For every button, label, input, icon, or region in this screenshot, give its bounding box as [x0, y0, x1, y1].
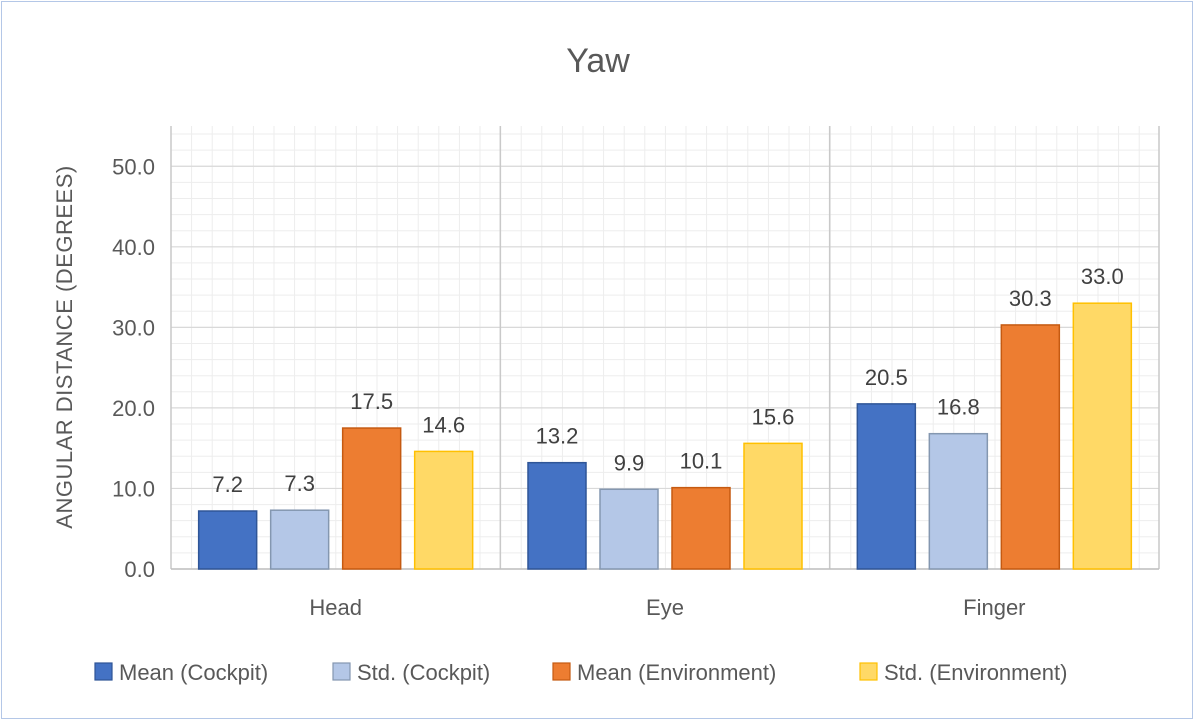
legend-label: Std. (Cockpit)	[357, 660, 490, 685]
bar	[928, 432, 989, 570]
bar	[671, 486, 731, 570]
y-tick-label: 50.0	[112, 154, 155, 179]
data-label: 7.2	[212, 472, 243, 497]
bar	[599, 488, 659, 570]
y-tick-label: 30.0	[112, 315, 155, 340]
legend-label: Mean (Environment)	[577, 660, 776, 685]
bar	[743, 442, 803, 570]
legend-swatch	[332, 662, 351, 681]
bar	[413, 450, 474, 570]
legend-swatch	[552, 662, 571, 681]
data-label: 17.5	[350, 389, 393, 414]
legend-label: Std. (Environment)	[884, 660, 1067, 685]
bar	[527, 461, 587, 570]
y-tick-label: 0.0	[124, 557, 155, 582]
bar	[341, 427, 402, 570]
data-label: 9.9	[614, 450, 645, 475]
plot-area: 0.0 10.0 20.0 30.0 40.0 50.0 7.2 7.3 17.5 14.6 Hea…	[112, 126, 1160, 620]
legend-swatch	[94, 662, 113, 681]
data-label: 7.3	[284, 471, 315, 496]
x-tick-label: Finger	[963, 595, 1025, 620]
y-tick-label: 40.0	[112, 235, 155, 260]
data-label: 30.3	[1009, 286, 1052, 311]
bar	[197, 510, 258, 570]
legend: Mean (Cockpit) Std. (Cockpit) Mean (Enviro…	[94, 660, 1067, 685]
legend-swatch	[859, 662, 878, 681]
x-tick-label: Eye	[646, 595, 684, 620]
data-label: 13.2	[536, 424, 579, 449]
bar	[269, 509, 330, 570]
y-tick-label: 20.0	[112, 396, 155, 421]
legend-label: Mean (Cockpit)	[119, 660, 268, 685]
x-tick-label: Head	[309, 595, 362, 620]
data-label: 10.1	[680, 449, 723, 474]
bar	[1072, 302, 1133, 570]
data-label: 20.5	[865, 365, 908, 390]
bar	[856, 403, 917, 570]
data-label: 16.8	[937, 395, 980, 420]
y-axis-title: ANGULAR DISTANCE (DEGREES)	[52, 165, 77, 528]
data-label: 14.6	[422, 412, 465, 437]
chart-title: Yaw	[566, 42, 630, 80]
bar	[1000, 324, 1061, 570]
data-label: 15.6	[752, 404, 795, 429]
data-label: 33.0	[1081, 264, 1124, 289]
y-tick-label: 10.0	[112, 476, 155, 501]
